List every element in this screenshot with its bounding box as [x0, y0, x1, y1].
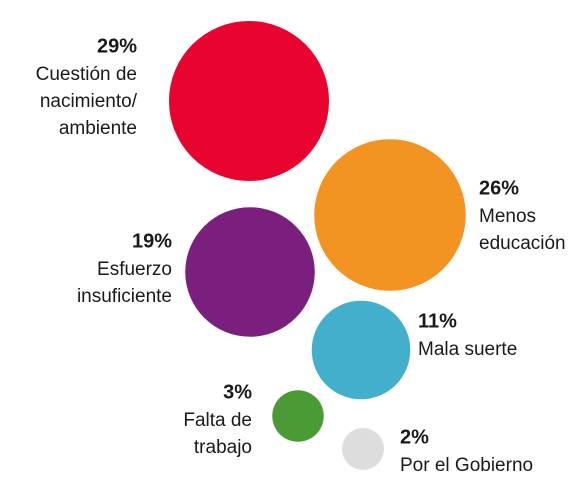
- bubble: [341, 427, 385, 471]
- value-label: 2%: [400, 426, 429, 448]
- bubble: [311, 300, 411, 400]
- category-label: Falta de: [183, 410, 252, 431]
- value-label: 3%: [223, 381, 252, 403]
- bubble: [185, 207, 315, 337]
- value-label: 19%: [132, 230, 172, 252]
- bubble: [314, 139, 466, 291]
- category-label: nacimiento/: [40, 91, 138, 112]
- value-label: 26%: [479, 177, 519, 199]
- category-label: Cuestión de: [36, 64, 137, 85]
- bubble: [272, 390, 324, 442]
- category-label: Mala suerte: [418, 339, 517, 360]
- category-label: insuficiente: [77, 286, 172, 307]
- category-label: ambiente: [59, 118, 137, 139]
- category-label: educación: [479, 233, 566, 254]
- bubble: [168, 20, 330, 182]
- category-label: Esfuerzo: [97, 259, 172, 280]
- value-label: 29%: [97, 35, 137, 57]
- category-label: trabajo: [194, 437, 252, 458]
- category-label: Por el Gobierno: [400, 455, 533, 476]
- category-label: Menos: [479, 206, 536, 227]
- value-label: 11%: [418, 310, 457, 332]
